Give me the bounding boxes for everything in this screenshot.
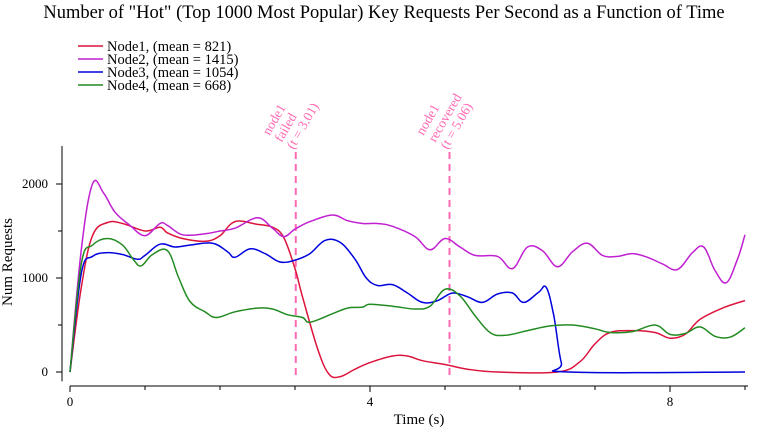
y-axis: 0 1000 2000: [22, 146, 63, 382]
legend-label-node4: Node4, (mean = 668): [107, 78, 231, 94]
chart-title: Number of "Hot" (Top 1000 Most Popular) …: [43, 3, 724, 23]
x-tick-label: 8: [667, 394, 674, 409]
series-line-node4: [69, 237, 746, 373]
legend: Node1, (mean = 821)Node2, (mean = 1415)N…: [78, 39, 239, 94]
y-tick-label: 1000: [22, 270, 48, 285]
legend-label-node2: Node2, (mean = 1415): [107, 52, 239, 68]
y-tick-label: 0: [42, 364, 49, 379]
x-axis: 0 4 8: [67, 385, 748, 409]
x-axis-label: Time (s): [394, 412, 445, 428]
plot-area: [69, 179, 746, 379]
x-tick-label: 4: [367, 394, 374, 409]
series-line-node1: [69, 220, 746, 379]
legend-label-node1: Node1, (mean = 821): [107, 39, 231, 55]
x-tick-label: 0: [67, 394, 74, 409]
legend-label-node3: Node3, (mean = 1054): [107, 65, 239, 81]
series-line-node2: [69, 179, 746, 373]
series-line-node3: [69, 238, 746, 374]
y-tick-label: 2000: [22, 176, 48, 191]
y-axis-label: Num Requests: [0, 218, 16, 306]
